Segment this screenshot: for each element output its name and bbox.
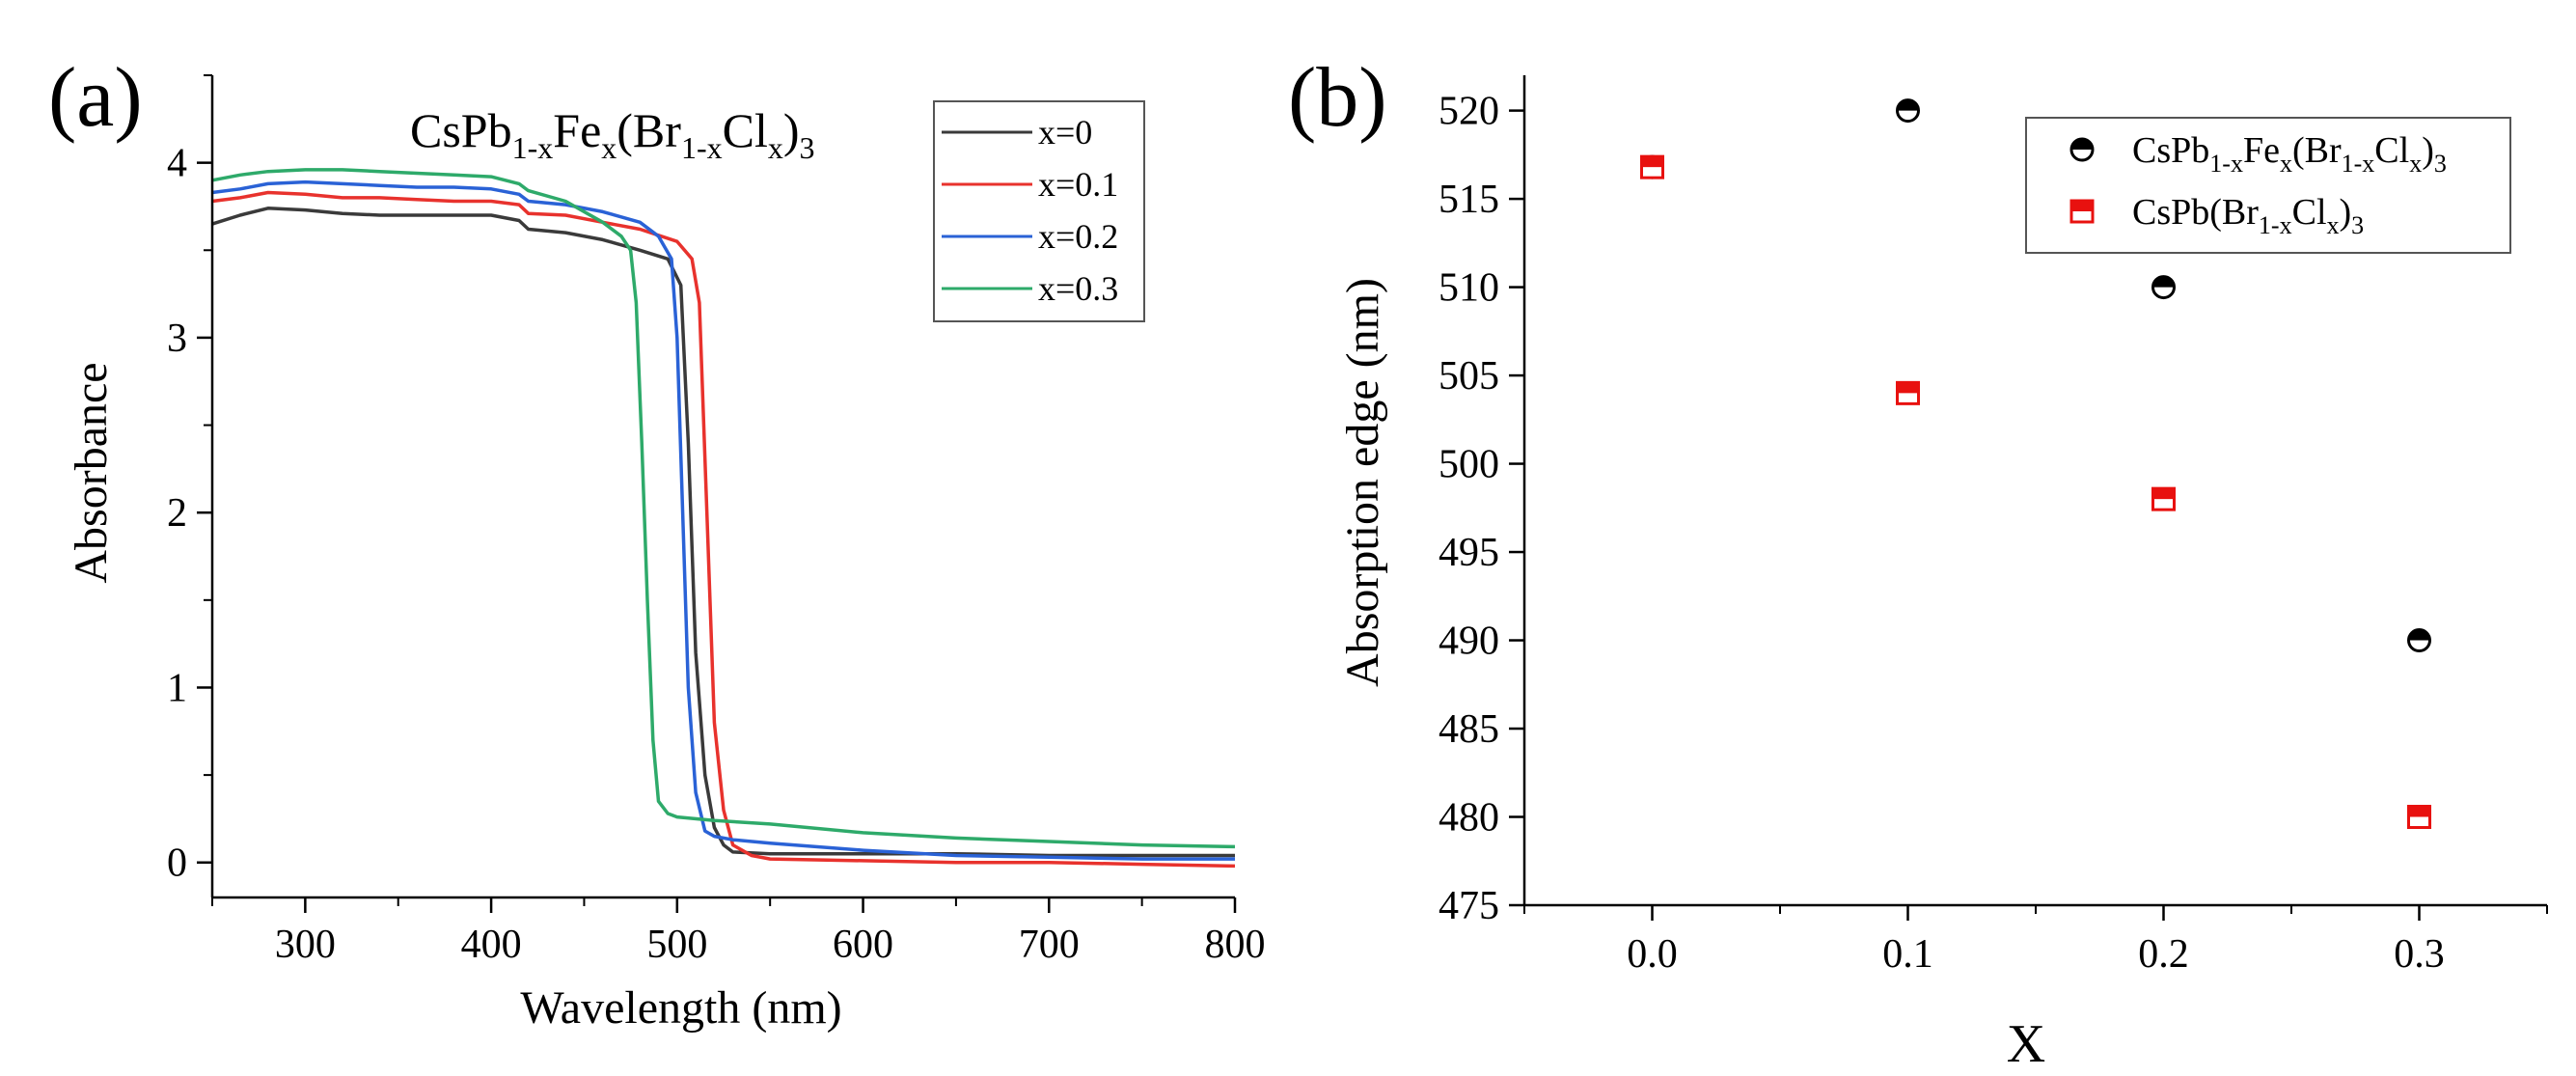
absorbance-legend: x=0 x=0.1 x=0.2 x=0.3 — [933, 100, 1145, 322]
data-point-half-square — [2407, 805, 2431, 830]
panel-a-label: (a) — [48, 51, 143, 145]
absorbance-series-line-3 — [211, 168, 1236, 849]
legend-label-x0.1: x=0.1 — [1038, 165, 1118, 204]
absorbance-y-tick-label: 2 — [167, 491, 187, 536]
absorption-edge-y-tick-label: 505 — [1439, 354, 1499, 399]
absorption-edge-y-tick-label: 475 — [1439, 884, 1499, 928]
absorption-edge-legend: CsPb1-xFex(Br1-xClx)3 CsPb(Br1-xClx)3 — [2025, 117, 2511, 254]
absorption-edge-y-tick-label: 480 — [1439, 796, 1499, 841]
legend-label-cspb: CsPb(Br1-xClx)3 — [2132, 192, 2364, 239]
data-point-half-square — [2151, 486, 2176, 511]
data-point-half-circle — [1896, 98, 1920, 124]
absorption-edge-x-tick-label: 0.3 — [2394, 932, 2445, 977]
absorbance-axes — [210, 75, 1235, 899]
absorbance-series-line-0 — [211, 207, 1235, 858]
legend-marker-circle-shape — [2069, 137, 2095, 162]
absorbance-y-tick-label: 4 — [167, 142, 187, 186]
absorption-edge-y-tick-label: 520 — [1439, 90, 1499, 134]
panel-b: (b) 0.0 0.1 0.2 0.3 475 480 485 490 495 500 505 510… — [1288, 51, 2548, 1074]
absorption-edge-y-tick-label: 510 — [1439, 266, 1499, 311]
data-point-half-circle — [2151, 275, 2176, 300]
absorption-edge-x-tick-label: 0.1 — [1882, 932, 1933, 977]
data-point-half-circle — [2407, 628, 2431, 653]
absorption-edge-x-axis-label: X — [2007, 1014, 2045, 1074]
legend-label-x0.2: x=0.2 — [1038, 217, 1118, 256]
absorbance-legend-box — [933, 100, 1145, 322]
absorption-edge-y-tick-label: 515 — [1439, 178, 1499, 222]
absorption-edge-legend-box — [2025, 117, 2511, 254]
absorbance-x-tick-label: 500 — [646, 923, 707, 967]
legend-label-x0.3: x=0.3 — [1038, 269, 1118, 308]
legend-label-x0: x=0 — [1038, 113, 1092, 152]
absorbance-x-axis-label: Wavelength (nm) — [520, 982, 841, 1034]
absorbance-y-axis-label: Absorbance — [66, 362, 117, 583]
panel-a: (a) 300 400 500 600 700 800 0 1 2 3 4 CsPb1-xFex(B… — [48, 51, 1266, 1034]
absorption-edge-y-axis-label: Absorption edge (nm) — [1337, 278, 1388, 687]
absorbance-y-tick-label: 3 — [167, 317, 187, 361]
absorption-edge-y-tick-label: 485 — [1439, 707, 1499, 752]
absorbance-y-tick-label: 1 — [167, 666, 187, 710]
absorption-edge-points — [1640, 98, 2431, 830]
legend-label-cspbfe: CsPb1-xFex(Br1-xClx)3 — [2132, 130, 2447, 178]
panel-a-title: CsPb1-xFex(Br1-xClx)3 — [410, 103, 815, 165]
absorption-edge-y-tick-label: 500 — [1439, 443, 1499, 487]
absorption-edge-x-tick-label: 0.0 — [1627, 932, 1678, 977]
absorbance-x-tick-label: 400 — [461, 923, 522, 967]
data-point-half-square — [1896, 380, 1920, 405]
absorbance-x-tick-label: 700 — [1019, 923, 1080, 967]
absorption-edge-x-tick-label: 0.2 — [2138, 932, 2189, 977]
absorbance-y-tick-label: 0 — [167, 841, 187, 886]
absorption-edge-y-tick-label: 490 — [1439, 620, 1499, 664]
absorbance-x-tick-label: 800 — [1205, 923, 1266, 967]
absorbance-plot-area — [211, 168, 1236, 869]
panel-b-label: (b) — [1288, 51, 1387, 145]
data-point-half-square — [1640, 154, 1664, 179]
absorption-edge-y-tick-label: 495 — [1439, 531, 1499, 575]
legend-marker-square-shape — [2069, 199, 2095, 224]
absorbance-x-tick-label: 600 — [833, 923, 893, 967]
absorbance-series-line-2 — [211, 179, 1235, 861]
absorption-edge-ticks: 0.0 0.1 0.2 0.3 475 480 485 490 495 500 505 510 515 5… — [1439, 90, 2548, 977]
legend-marker-half-square — [2069, 199, 2095, 224]
absorbance-ticks: 300 400 500 600 700 800 0 1 2 3 4 — [167, 74, 1266, 967]
absorbance-x-tick-label: 300 — [275, 923, 336, 967]
legend-marker-half-circle — [2069, 137, 2095, 162]
